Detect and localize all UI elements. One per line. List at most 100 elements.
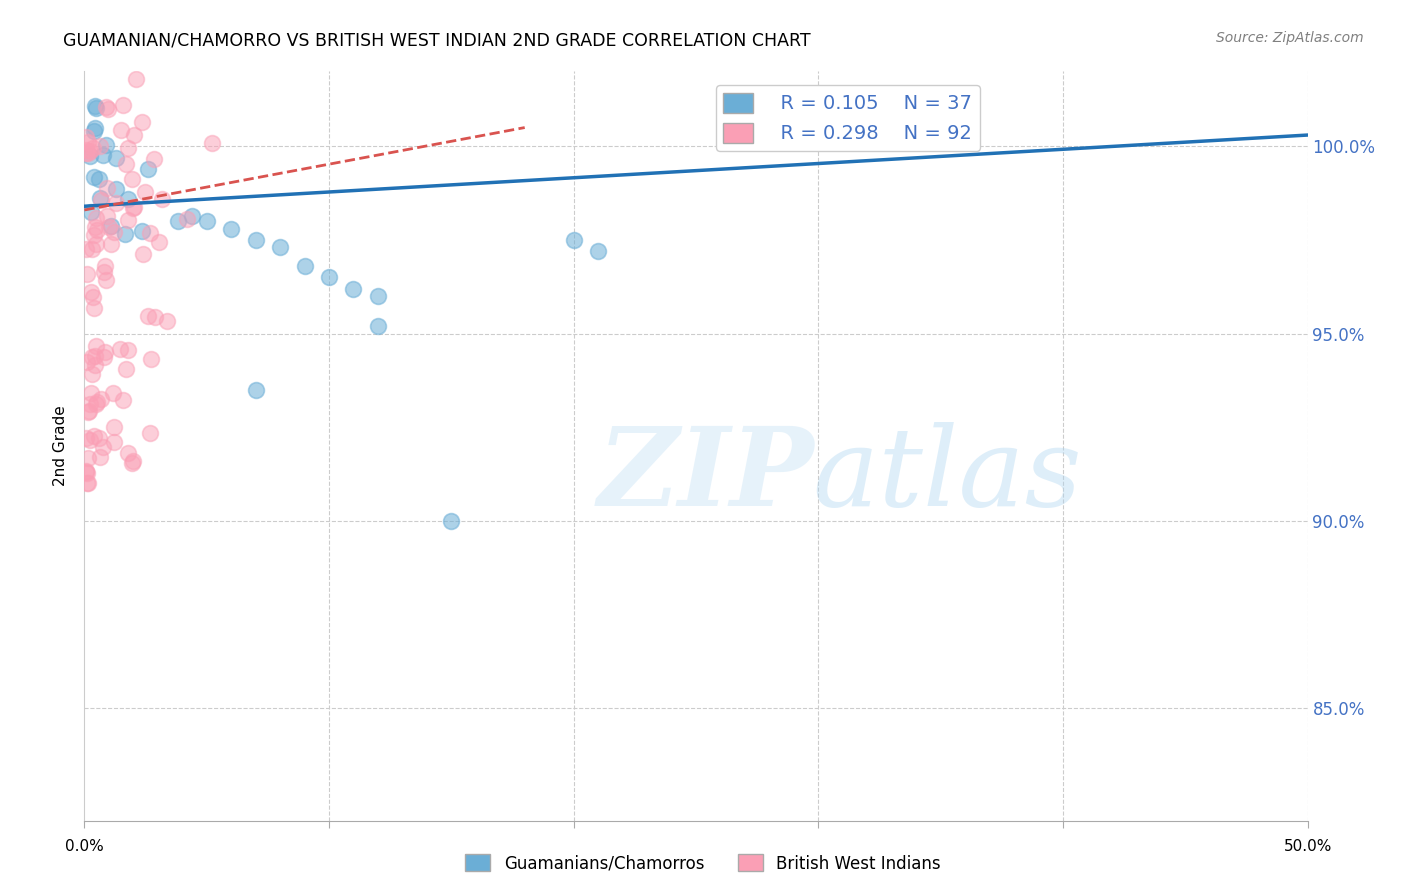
- Point: [117, 193, 139, 207]
- Point: [77, 451, 100, 466]
- Point: [79, 149, 101, 163]
- Point: [76, 467, 98, 481]
- Point: [84, 358, 107, 372]
- Point: [136, 161, 159, 176]
- Point: [342, 282, 364, 296]
- Point: [97, 102, 120, 116]
- Point: [94, 100, 117, 114]
- Point: [103, 226, 125, 240]
- Point: [166, 213, 188, 227]
- Point: [117, 343, 139, 358]
- Point: [114, 227, 136, 241]
- Point: [84, 102, 107, 116]
- Point: [87, 432, 110, 446]
- Point: [84, 219, 107, 234]
- Point: [105, 182, 128, 196]
- Point: [76, 476, 98, 491]
- Point: [77, 476, 100, 491]
- Point: [131, 224, 153, 238]
- Point: [245, 233, 267, 247]
- Point: [125, 71, 148, 86]
- Point: [93, 351, 115, 365]
- Point: [89, 172, 111, 186]
- Point: [94, 345, 117, 359]
- Point: [82, 141, 104, 155]
- Point: [80, 351, 103, 365]
- Point: [294, 259, 316, 273]
- Point: [114, 157, 136, 171]
- Point: [143, 310, 166, 324]
- Point: [79, 433, 101, 447]
- Point: [84, 237, 107, 252]
- Point: [100, 237, 122, 252]
- Y-axis label: 2nd Grade: 2nd Grade: [53, 406, 69, 486]
- Point: [84, 339, 107, 353]
- Point: [117, 140, 139, 154]
- Point: [100, 219, 122, 234]
- Text: GUAMANIAN/CHAMORRO VS BRITISH WEST INDIAN 2ND GRADE CORRELATION CHART: GUAMANIAN/CHAMORRO VS BRITISH WEST INDIA…: [63, 31, 811, 49]
- Point: [103, 420, 125, 434]
- Point: [121, 201, 143, 215]
- Point: [586, 244, 609, 259]
- Point: [79, 144, 101, 158]
- Point: [139, 352, 162, 367]
- Point: [76, 355, 98, 369]
- Point: [80, 285, 103, 299]
- Point: [156, 314, 179, 328]
- Point: [139, 426, 162, 441]
- Point: [82, 290, 104, 304]
- Point: [90, 392, 112, 406]
- Point: [105, 151, 128, 165]
- Point: [121, 171, 143, 186]
- Point: [367, 319, 389, 334]
- Point: [76, 405, 98, 419]
- Point: [83, 228, 105, 243]
- Point: [111, 393, 134, 408]
- Point: [89, 138, 111, 153]
- Point: [132, 246, 155, 260]
- Point: [75, 242, 97, 256]
- Legend:   R = 0.105    N = 37,   R = 0.298    N = 92: R = 0.105 N = 37, R = 0.298 N = 92: [716, 85, 980, 151]
- Point: [75, 464, 97, 478]
- Point: [139, 226, 162, 240]
- Point: [80, 205, 103, 219]
- Point: [138, 309, 160, 323]
- Point: [75, 129, 97, 144]
- Point: [91, 148, 114, 162]
- Point: [76, 267, 98, 281]
- Point: [91, 440, 114, 454]
- Point: [75, 146, 97, 161]
- Point: [148, 235, 170, 250]
- Point: [80, 242, 103, 256]
- Point: [96, 181, 118, 195]
- Point: [75, 465, 97, 479]
- Point: [269, 240, 291, 254]
- Point: [181, 210, 204, 224]
- Legend: Guamanians/Chamorros, British West Indians: Guamanians/Chamorros, British West India…: [458, 847, 948, 880]
- Point: [97, 219, 120, 234]
- Point: [195, 214, 218, 228]
- Point: [80, 367, 103, 381]
- Point: [143, 152, 166, 166]
- Point: [110, 343, 132, 357]
- Point: [105, 195, 128, 210]
- Point: [131, 114, 153, 128]
- Point: [83, 124, 105, 138]
- Point: [84, 397, 107, 411]
- Point: [84, 99, 107, 113]
- Point: [176, 211, 198, 226]
- Point: [86, 394, 108, 409]
- Point: [75, 431, 97, 445]
- Point: [150, 192, 173, 206]
- Point: [77, 135, 100, 149]
- Point: [117, 212, 139, 227]
- Point: [117, 446, 139, 460]
- Point: [200, 136, 222, 150]
- Point: [121, 456, 143, 470]
- Point: [115, 361, 138, 376]
- Point: [121, 453, 143, 467]
- Point: [77, 404, 100, 418]
- Point: [79, 397, 101, 411]
- Point: [124, 200, 146, 214]
- Text: ZIP: ZIP: [598, 422, 814, 530]
